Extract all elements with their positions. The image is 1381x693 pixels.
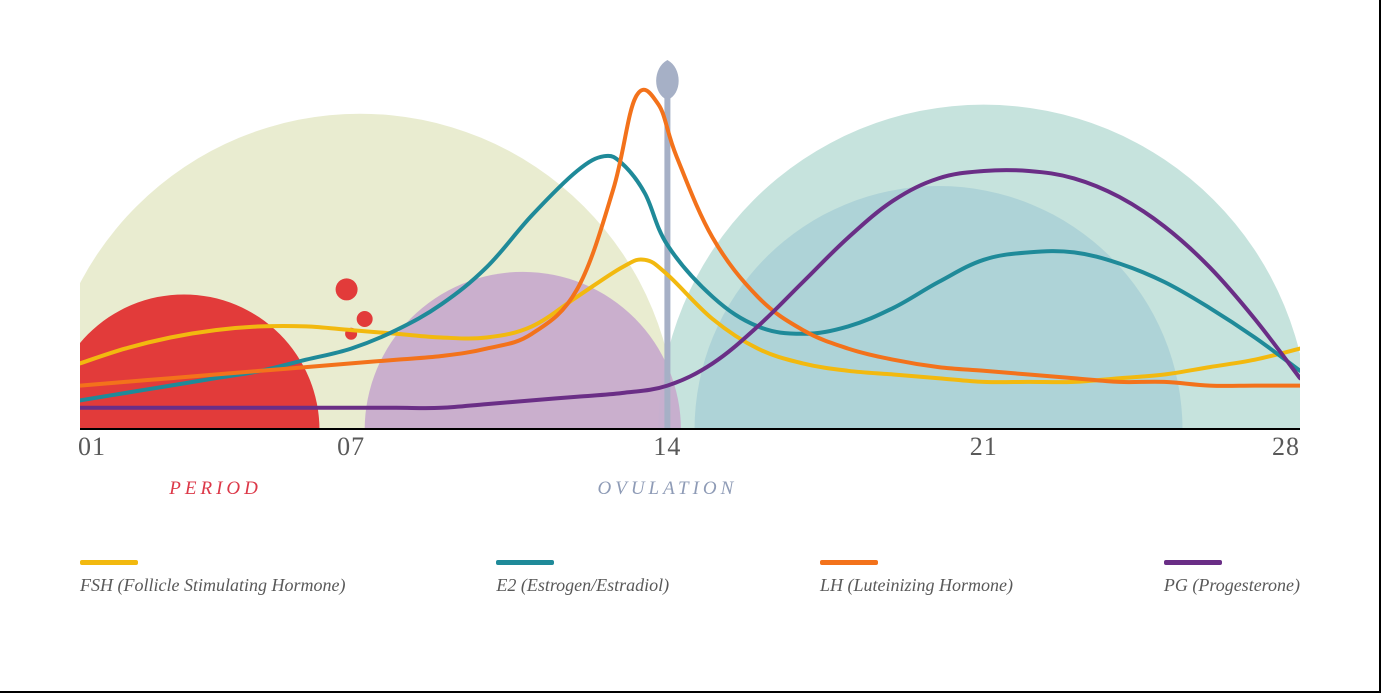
legend-item-lh: LH (Luteinizing Hormone) [820, 560, 1013, 596]
legend-swatch [80, 560, 138, 565]
x-axis-tick-labels: 01 07 14 21 28 [80, 432, 1300, 472]
phase-label: PERIOD [169, 478, 262, 500]
legend-swatch [496, 560, 554, 565]
x-tick-label: 21 [970, 432, 998, 462]
legend-swatch [1164, 560, 1222, 565]
legend-item-e2: E2 (Estrogen/Estradiol) [496, 560, 669, 596]
legend-label: PG (Progesterone) [1164, 575, 1300, 596]
phase-label: OVULATION [598, 478, 738, 500]
legend-item-fsh: FSH (Follicle Stimulating Hormone) [80, 560, 345, 596]
legend: FSH (Follicle Stimulating Hormone) E2 (Es… [80, 560, 1300, 640]
chart-svg [80, 60, 1300, 430]
legend-label: FSH (Follicle Stimulating Hormone) [80, 575, 345, 596]
x-tick-label: 28 [1272, 432, 1300, 462]
legend-label: E2 (Estrogen/Estradiol) [496, 575, 669, 596]
x-tick-label: 14 [653, 432, 681, 462]
x-tick-label: 07 [337, 432, 365, 462]
legend-label: LH (Luteinizing Hormone) [820, 575, 1013, 596]
legend-item-pg: PG (Progesterone) [1164, 560, 1300, 596]
x-tick-label: 01 [78, 432, 106, 462]
phase-labels: PERIOD OVULATION [80, 478, 1300, 518]
legend-swatch [820, 560, 878, 565]
ovulation-egg-icon [656, 60, 679, 100]
period-dot [336, 278, 358, 300]
hormone-cycle-chart [80, 60, 1300, 430]
period-dot [357, 311, 373, 327]
